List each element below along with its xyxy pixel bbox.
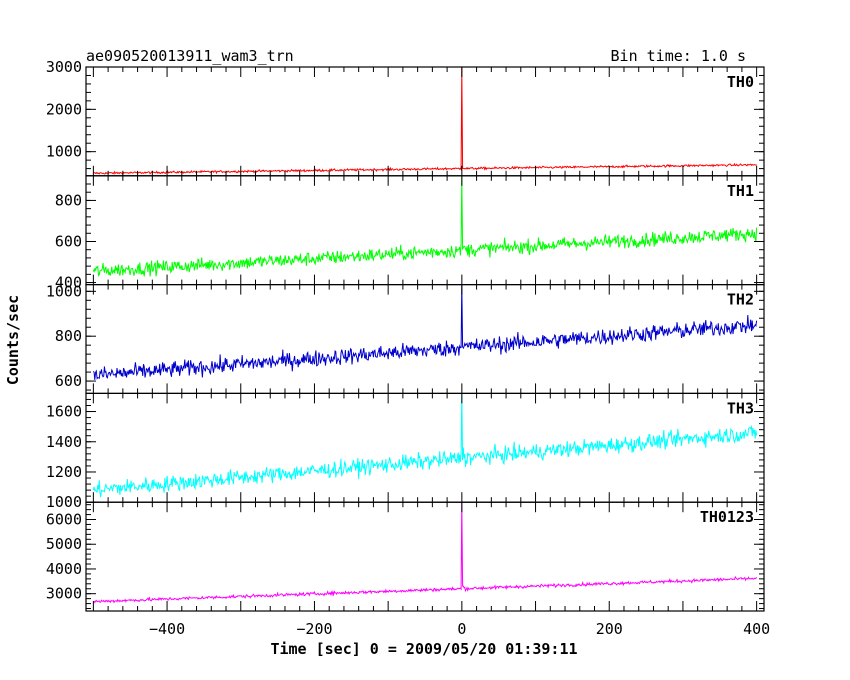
x-tick-label: 0 [457, 620, 466, 638]
chart-title: ae090520013911_wam3_trn [86, 47, 294, 65]
y-tick-label: 1400 [46, 433, 82, 451]
panel-th0123: 3000 4000 5000 6000 TH0123 [46, 501, 765, 612]
x-tick-label: 400 [743, 620, 770, 638]
panel-label: TH1 [727, 182, 754, 200]
y-tick-label: 4000 [46, 560, 82, 578]
x-tick-label: 200 [596, 620, 623, 638]
panel-frame [85, 66, 765, 177]
y-tick-label: 600 [55, 232, 82, 250]
y-tick-label: 800 [55, 191, 82, 209]
series-th2 [92, 284, 758, 380]
panel-th3: 1000 1200 1400 1600 TH3 [46, 392, 765, 511]
panel-frame [85, 501, 765, 612]
y-tick-label: 1000 [46, 143, 82, 161]
y-tick-label: 3000 [46, 585, 82, 603]
panel-label: TH0123 [700, 508, 754, 526]
series-th3 [92, 393, 758, 498]
y-tick-label: 600 [55, 372, 82, 390]
panels-group: 1000 2000 3000 TH0 400 600 800 TH1 600 800 1000 TH2… [46, 58, 765, 612]
x-tick-labels: −400 −200 0 200 400 [149, 620, 770, 638]
y-tick-label: 800 [55, 327, 82, 345]
bin-time-label: Bin time: 1.0 s [611, 47, 746, 65]
series-th0 [93, 67, 757, 176]
panel-th0: 1000 2000 3000 TH0 [46, 58, 765, 177]
x-tick-label: −200 [296, 620, 332, 638]
y-tick-label: 400 [55, 274, 82, 292]
y-tick-label: 5000 [46, 535, 82, 553]
series-th1 [92, 175, 758, 277]
panel-label: TH3 [727, 399, 754, 417]
panel-label: TH0 [727, 73, 754, 91]
y-tick-label: 1600 [46, 403, 82, 421]
y-tick-label: 2000 [46, 100, 82, 118]
y-axis-title: Counts/sec [4, 295, 22, 385]
panel-th1: 400 600 800 TH1 [55, 175, 765, 292]
y-tick-label: 1200 [46, 463, 82, 481]
series-th0123 [93, 502, 758, 604]
y-tick-label: 1000 [46, 282, 82, 300]
x-tick-label: −400 [149, 620, 185, 638]
y-tick-label: 3000 [46, 58, 82, 76]
y-tick-label: 6000 [46, 511, 82, 529]
panel-frame [85, 284, 765, 395]
x-axis-title: Time [sec] 0 = 2009/05/20 01:39:11 [270, 640, 577, 658]
y-tick-label: 1000 [46, 493, 82, 511]
panel-th2: 600 800 1000 TH2 [46, 282, 765, 395]
panel-label: TH2 [727, 291, 754, 309]
